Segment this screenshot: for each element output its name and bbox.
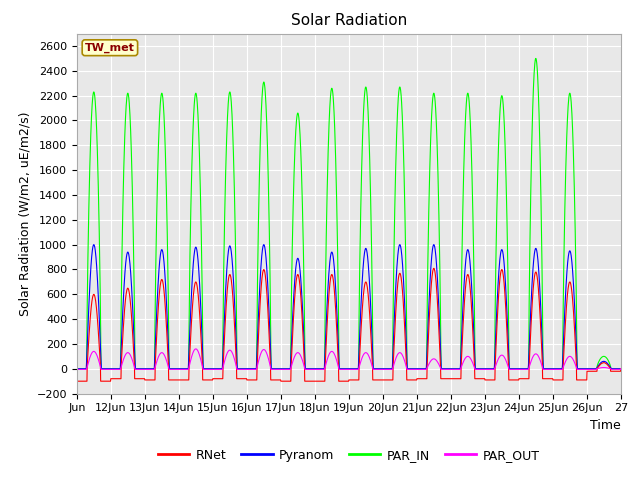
Line: PAR_OUT: PAR_OUT	[77, 349, 621, 370]
Pyranom	[127, 280, 135, 286]
PAR_OUT	[513, 367, 520, 372]
PAR_OUT	[543, 367, 551, 372]
Y-axis label: Solar Radiation (W/m2, uE/m2/s): Solar Radiation (W/m2, uE/m2/s)	[18, 111, 31, 316]
PAR_OUT	[192, 346, 200, 352]
RNet	[513, 377, 520, 383]
PAR_OUT	[609, 367, 617, 372]
Text: TW_met: TW_met	[85, 43, 135, 53]
PAR_IN	[73, 366, 81, 372]
RNet	[430, 265, 438, 271]
RNet	[73, 378, 81, 384]
PAR_OUT	[617, 366, 625, 372]
Pyranom	[617, 366, 625, 372]
Pyranom	[245, 366, 253, 372]
Pyranom	[73, 366, 81, 372]
PAR_IN	[513, 366, 520, 372]
Title: Solar Radiation: Solar Radiation	[291, 13, 407, 28]
PAR_OUT	[381, 367, 389, 372]
Legend: RNet, Pyranom, PAR_IN, PAR_OUT: RNet, Pyranom, PAR_IN, PAR_OUT	[153, 444, 545, 467]
Line: PAR_IN: PAR_IN	[77, 59, 621, 369]
Line: Pyranom: Pyranom	[77, 245, 621, 369]
PAR_IN	[127, 142, 135, 148]
PAR_IN	[532, 56, 540, 61]
PAR_OUT	[245, 367, 253, 372]
RNet	[617, 366, 625, 372]
RNet	[244, 377, 252, 383]
PAR_IN	[609, 366, 617, 372]
PAR_OUT	[73, 367, 81, 372]
RNet	[127, 308, 135, 314]
PAR_IN	[381, 366, 389, 372]
Pyranom	[609, 366, 617, 372]
Line: RNet: RNet	[77, 268, 621, 381]
Pyranom	[543, 366, 551, 372]
PAR_IN	[244, 366, 252, 372]
Pyranom	[90, 242, 98, 248]
X-axis label: Time: Time	[590, 419, 621, 432]
Pyranom	[381, 366, 389, 372]
PAR_IN	[543, 366, 551, 372]
PAR_IN	[617, 366, 625, 372]
Pyranom	[513, 366, 520, 372]
PAR_OUT	[127, 354, 135, 360]
RNet	[543, 376, 551, 382]
RNet	[381, 377, 389, 383]
RNet	[609, 368, 617, 374]
